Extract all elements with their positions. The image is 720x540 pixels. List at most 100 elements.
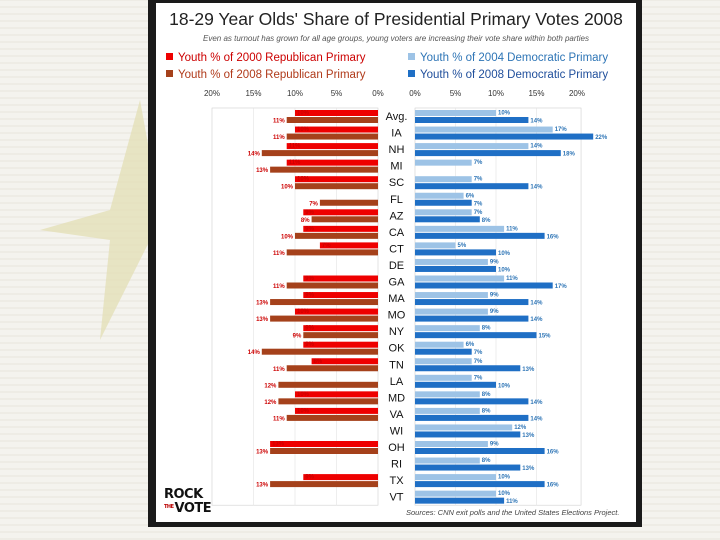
value-label-dem2004: 8% <box>482 326 491 332</box>
bar-dem2004 <box>415 391 480 398</box>
bar-dem2004 <box>415 143 529 150</box>
bar-dem2008 <box>415 464 521 471</box>
bar-dem2004 <box>415 159 472 166</box>
bar-dem2008 <box>415 448 545 454</box>
bar-dem2008 <box>415 332 537 339</box>
bar-rep2000 <box>319 242 378 249</box>
value-label-dem2008: 11% <box>506 499 518 505</box>
bar-chart: 20% 15% 10% 5% 0% 0% 5% 10% 15% 20%Avg.10%11%10%1… <box>204 89 608 506</box>
category-label: NH <box>389 144 405 156</box>
bar-dem2008 <box>415 183 529 190</box>
legend-swatch-dem2008 <box>408 70 415 77</box>
bar-rep2008 <box>270 315 378 322</box>
value-label-rep2008: 11% <box>273 367 285 373</box>
bar-dem2004 <box>415 341 464 348</box>
bar-rep2008 <box>270 166 378 173</box>
value-label-dem2004: 7% <box>474 177 483 183</box>
bar-rep2008 <box>286 249 378 256</box>
value-label-rep2008: 11% <box>273 119 285 125</box>
bar-rep2000 <box>303 341 378 348</box>
bar-rep2000 <box>303 225 378 232</box>
right-axis-tick-label: 0% <box>409 89 421 98</box>
bar-rep2008 <box>303 332 378 339</box>
value-label-dem2004: 7% <box>474 359 483 365</box>
bar-dem2004 <box>415 407 480 414</box>
bar-dem2004 <box>415 474 496 481</box>
bar-dem2004 <box>415 110 496 116</box>
bar-dem2008 <box>415 315 529 322</box>
value-label-rep2000: 9% <box>305 276 314 282</box>
bar-rep2008 <box>286 133 378 140</box>
value-label-dem2008: 7% <box>474 350 483 356</box>
bar-dem2008 <box>415 265 496 272</box>
value-label-rep2000: 10% <box>297 111 310 117</box>
value-label-rep2008: 12% <box>264 383 277 389</box>
right-axis-tick-label: 5% <box>450 89 462 98</box>
rock-the-vote-logo: ROCK THEVOTE <box>164 487 212 516</box>
value-label-dem2008: 7% <box>474 201 483 207</box>
bar-rep2008 <box>295 183 378 190</box>
category-label: NY <box>389 326 405 338</box>
category-label: AZ <box>389 210 403 222</box>
value-label-dem2008: 14% <box>530 119 543 125</box>
value-label-rep2000: 10% <box>297 408 310 414</box>
bar-rep2008 <box>278 398 378 405</box>
value-label-dem2008: 16% <box>547 450 560 456</box>
bar-rep2000 <box>303 275 378 282</box>
legend-swatch-rep2008 <box>166 70 173 77</box>
bar-dem2004 <box>415 242 456 249</box>
bar-dem2004 <box>415 258 488 265</box>
bar-dem2008 <box>415 414 529 421</box>
value-label-rep2008: 14% <box>248 350 261 356</box>
value-label-rep2000: 10% <box>297 392 310 398</box>
right-axis-tick-label: 20% <box>569 89 585 98</box>
value-label-rep2008: 11% <box>273 251 285 257</box>
legend-dem2008: Youth % of 2008 Democratic Primary <box>408 69 608 81</box>
bar-rep2000 <box>295 308 378 315</box>
bar-dem2008 <box>415 481 545 488</box>
value-label-rep2000: 10% <box>297 309 310 315</box>
value-label-rep2008: 10% <box>281 234 294 240</box>
value-label-dem2004: 9% <box>490 442 499 448</box>
value-label-rep2000: 10% <box>297 127 310 133</box>
value-label-rep2008: 14% <box>248 152 261 158</box>
category-label: IA <box>391 128 402 140</box>
bar-rep2008 <box>278 381 378 388</box>
category-label: SC <box>389 177 404 189</box>
bar-rep2000 <box>295 126 378 133</box>
category-label: TN <box>389 359 404 371</box>
value-label-rep2000: 9% <box>305 342 314 348</box>
bar-dem2008 <box>415 249 496 256</box>
page-title: 18-29 Year Olds' Share of Presidential P… <box>169 9 623 29</box>
bar-dem2008 <box>415 299 529 306</box>
bar-dem2004 <box>415 209 472 216</box>
category-label: Avg. <box>386 111 408 123</box>
value-label-dem2004: 10% <box>498 111 511 117</box>
slide: 18-29 Year Olds' Share of Presidential P… <box>156 3 636 522</box>
value-label-dem2004: 12% <box>514 425 527 431</box>
value-label-rep2000: 9% <box>305 475 314 481</box>
category-label: CA <box>389 227 405 239</box>
value-label-dem2008: 10% <box>498 267 511 273</box>
value-label-rep2000: 9% <box>305 226 314 232</box>
value-label-dem2008: 14% <box>530 416 543 422</box>
bar-dem2008 <box>415 232 545 239</box>
bar-rep2008 <box>286 117 378 123</box>
value-label-dem2004: 7% <box>474 210 483 216</box>
bar-rep2008 <box>311 216 378 223</box>
value-label-dem2004: 9% <box>490 259 499 265</box>
value-label-rep2008: 13% <box>256 450 269 456</box>
legend-swatch-rep2000 <box>166 53 173 60</box>
value-label-dem2008: 13% <box>522 466 535 472</box>
value-label-dem2008: 22% <box>595 135 608 141</box>
bar-dem2008 <box>415 497 505 504</box>
value-label-dem2008: 18% <box>563 152 576 158</box>
value-label-rep2000: 9% <box>305 326 314 332</box>
bar-dem2008 <box>415 117 529 123</box>
value-label-dem2004: 6% <box>466 342 475 348</box>
value-label-dem2004: 14% <box>530 144 543 150</box>
bar-rep2000 <box>295 407 378 414</box>
bar-dem2004 <box>415 275 505 282</box>
bar-rep2008 <box>270 481 378 488</box>
left-axis-tick-label: 0% <box>372 89 384 98</box>
